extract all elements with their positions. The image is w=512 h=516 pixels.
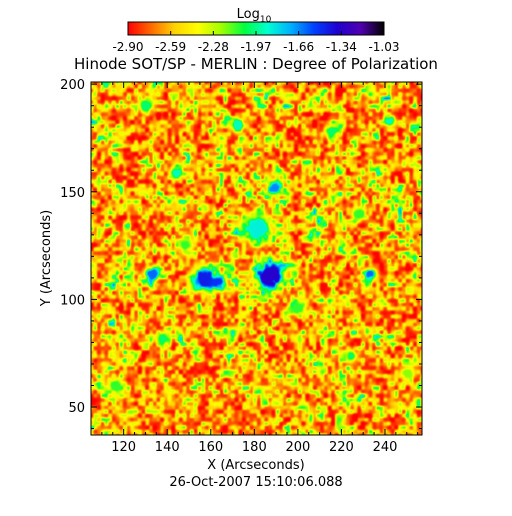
x-tick-label: 180 <box>242 440 267 455</box>
x-axis-label: X (Arcseconds) <box>207 458 304 473</box>
colorbar-tick-label: -1.97 <box>240 40 271 54</box>
y-tick-label: 150 <box>60 186 85 201</box>
heatmap-image-container <box>91 82 422 435</box>
y-tick-label: 200 <box>60 78 85 93</box>
plot-frame <box>90 81 423 436</box>
colorbar-tick-label: -1.03 <box>368 40 399 54</box>
colorbar-tick-label: -2.90 <box>112 40 143 54</box>
x-tick-label: 140 <box>155 440 180 455</box>
x-tick-label: 120 <box>111 440 136 455</box>
colorbar-ticks: -2.90 -2.59 -2.28 -1.97 -1.66 -1.34 -1.03 <box>112 31 400 54</box>
y-tick-label: 50 <box>68 401 85 416</box>
chart-title: Hinode SOT/SP - MERLIN : Degree of Polar… <box>74 55 438 73</box>
colorbar-tick-label: -1.66 <box>283 40 314 54</box>
x-tick-label: 220 <box>329 440 354 455</box>
observation-timestamp: 26-Oct-2007 15:10:06.088 <box>169 475 342 490</box>
colorbar-tick-label: -1.34 <box>326 40 357 54</box>
x-tick-label: 240 <box>373 440 398 455</box>
colorbar-label: Log10 <box>237 7 272 25</box>
heatmap-image <box>91 82 422 435</box>
y-axis-label: Y (Arcseconds) <box>39 210 54 307</box>
x-tick-label: 200 <box>285 440 310 455</box>
y-tick-label: 100 <box>60 293 85 308</box>
axes: 120 140 160 180 200 220 240 50 100 150 200 <box>60 78 422 455</box>
x-tick-label: 160 <box>198 440 223 455</box>
colorbar-tick-label: -2.28 <box>198 40 229 54</box>
colorbar-tick-label: -2.59 <box>155 40 186 54</box>
